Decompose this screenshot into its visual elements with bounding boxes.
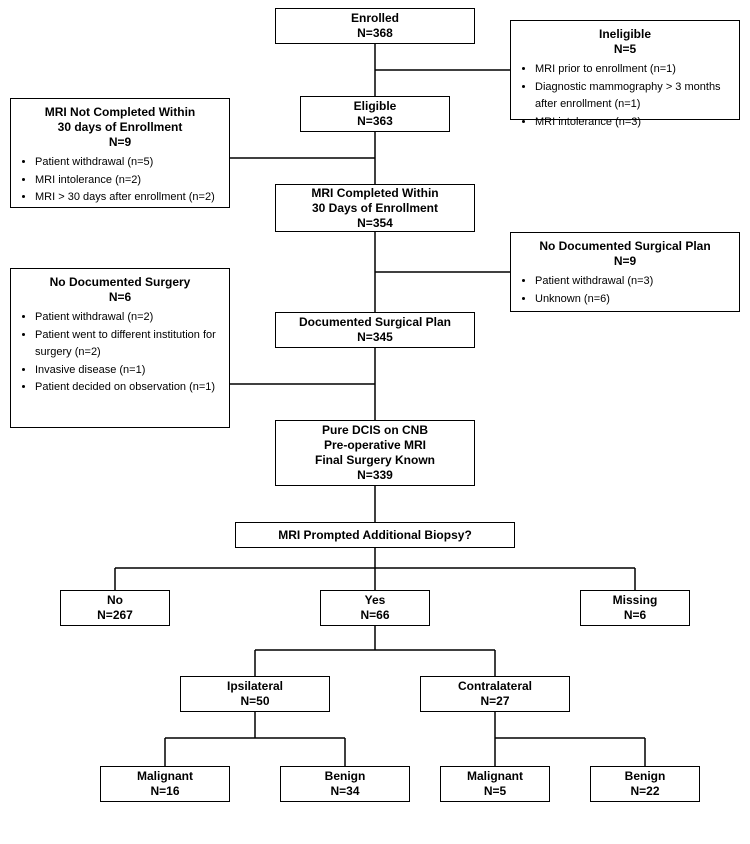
node-contra-benign: Benign N=22	[590, 766, 700, 802]
node-n: N=6	[624, 608, 646, 623]
node-title: Enrolled	[351, 11, 399, 26]
node-n: N=16	[150, 784, 179, 799]
node-ipsilateral: Ipsilateral N=50	[180, 676, 330, 712]
node-title: Missing	[613, 593, 658, 608]
side-title-l1: MRI Not Completed Within	[19, 105, 221, 120]
node-ipsi-malignant: Malignant N=16	[100, 766, 230, 802]
side-item: MRI > 30 days after enrollment (n=2)	[35, 189, 221, 207]
node-pure-dcis: Pure DCIS on CNB Pre-operative MRI Final…	[275, 420, 475, 486]
node-contra-malignant: Malignant N=5	[440, 766, 550, 802]
side-item: Patient withdrawal (n=2)	[35, 309, 221, 327]
node-yes: Yes N=66	[320, 590, 430, 626]
node-l3: Final Surgery Known	[315, 453, 435, 468]
side-item: Patient withdrawal (n=5)	[35, 154, 221, 172]
node-eligible: Eligible N=363	[300, 96, 450, 132]
node-n: N=34	[330, 784, 359, 799]
node-l1: Pure DCIS on CNB	[322, 423, 428, 438]
node-n: N=27	[480, 694, 509, 709]
node-missing: Missing N=6	[580, 590, 690, 626]
side-item: Patient withdrawal (n=3)	[535, 273, 731, 291]
node-title: Documented Surgical Plan	[299, 315, 451, 330]
node-n: N=354	[357, 216, 393, 231]
side-title: No Documented Surgical Plan	[519, 239, 731, 254]
side-item: MRI intolerance (n=2)	[35, 172, 221, 190]
node-contralateral: Contralateral N=27	[420, 676, 570, 712]
side-mri-not-completed: MRI Not Completed Within 30 days of Enro…	[10, 98, 230, 208]
side-title-l2: 30 days of Enrollment	[19, 120, 221, 135]
node-n: N=66	[360, 608, 389, 623]
side-item: MRI intolerance (n=3)	[535, 114, 731, 132]
side-item: Diagnostic mammography > 3 months after …	[535, 79, 731, 114]
side-n: N=5	[519, 42, 731, 57]
side-item: Patient went to different institution fo…	[35, 327, 221, 362]
side-list: Patient withdrawal (n=5) MRI intolerance…	[35, 154, 221, 207]
side-no-surgery: No Documented Surgery N=6 Patient withdr…	[10, 268, 230, 428]
node-title: Ipsilateral	[227, 679, 283, 694]
side-list: MRI prior to enrollment (n=1) Diagnostic…	[535, 61, 731, 131]
node-surgical-plan: Documented Surgical Plan N=345	[275, 312, 475, 348]
node-title-l2: 30 Days of Enrollment	[312, 201, 438, 216]
node-ipsi-benign: Benign N=34	[280, 766, 410, 802]
node-title: Yes	[365, 593, 386, 608]
side-item: MRI prior to enrollment (n=1)	[535, 61, 731, 79]
side-n: N=6	[19, 290, 221, 305]
node-question: MRI Prompted Additional Biopsy?	[235, 522, 515, 548]
side-item: Invasive disease (n=1)	[35, 362, 221, 380]
side-item: Patient decided on observation (n=1)	[35, 379, 221, 397]
node-title: No	[107, 593, 123, 608]
node-title: Eligible	[354, 99, 397, 114]
side-title: No Documented Surgery	[19, 275, 221, 290]
side-list: Patient withdrawal (n=3) Unknown (n=6)	[535, 273, 731, 308]
node-n: N=363	[357, 114, 393, 129]
node-no: No N=267	[60, 590, 170, 626]
node-title: Malignant	[467, 769, 523, 784]
side-n: N=9	[519, 254, 731, 269]
node-l2: Pre-operative MRI	[324, 438, 426, 453]
node-title: Contralateral	[458, 679, 532, 694]
node-title: Benign	[325, 769, 366, 784]
side-n: N=9	[19, 135, 221, 150]
node-title: MRI Prompted Additional Biopsy?	[278, 528, 472, 543]
side-item: Unknown (n=6)	[535, 291, 731, 309]
node-n: N=345	[357, 330, 393, 345]
node-n: N=5	[484, 784, 506, 799]
node-n: N=368	[357, 26, 393, 41]
node-title-l1: MRI Completed Within	[311, 186, 438, 201]
node-title: Malignant	[137, 769, 193, 784]
node-n: N=339	[357, 468, 393, 483]
side-list: Patient withdrawal (n=2) Patient went to…	[35, 309, 221, 397]
node-title: Benign	[625, 769, 666, 784]
node-n: N=22	[630, 784, 659, 799]
side-title: Ineligible	[519, 27, 731, 42]
side-no-plan: No Documented Surgical Plan N=9 Patient …	[510, 232, 740, 312]
node-enrolled: Enrolled N=368	[275, 8, 475, 44]
node-n: N=267	[97, 608, 133, 623]
node-n: N=50	[240, 694, 269, 709]
node-mri-completed: MRI Completed Within 30 Days of Enrollme…	[275, 184, 475, 232]
side-ineligible: Ineligible N=5 MRI prior to enrollment (…	[510, 20, 740, 120]
